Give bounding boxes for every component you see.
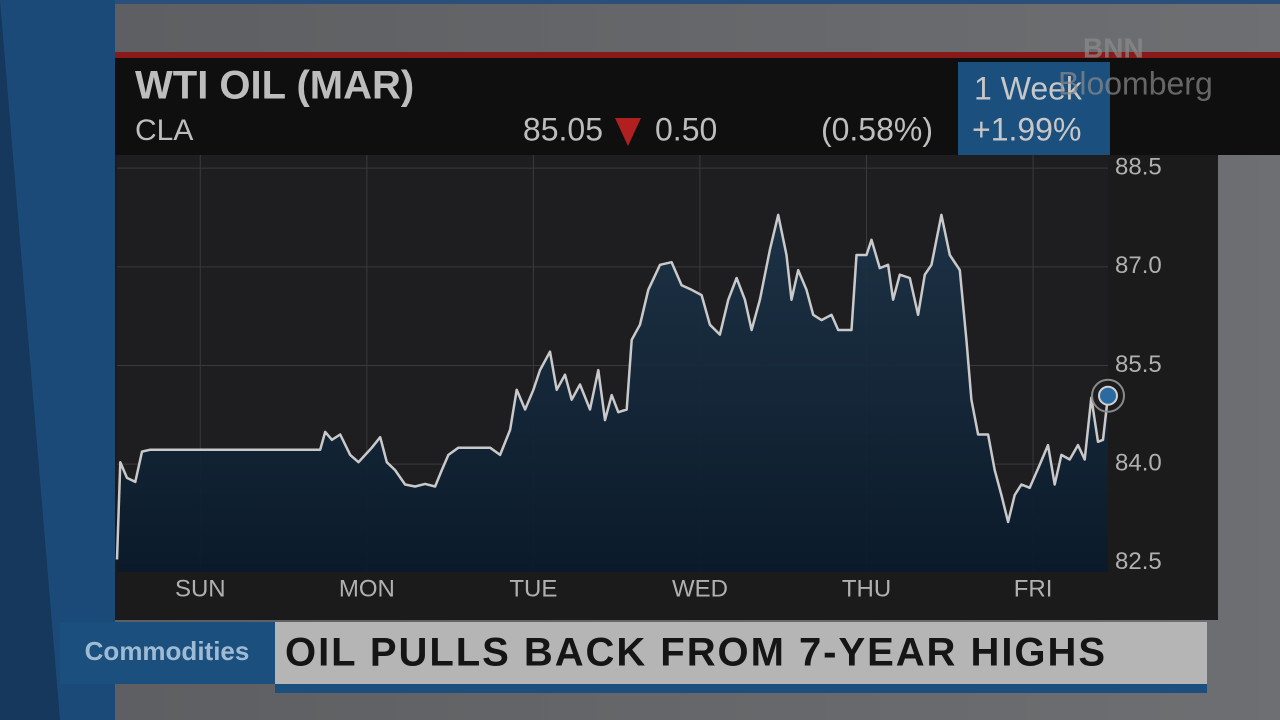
brand-line1: BNN	[1083, 32, 1144, 63]
section-label: Commodities	[85, 636, 250, 666]
last-price-ring	[1091, 378, 1125, 413]
section-box	[60, 622, 275, 684]
headline: OIL PULLS BACK FROM 7-YEAR HIGHS	[285, 631, 1105, 675]
x-tick-label: WED	[672, 575, 728, 602]
brand-line2: Bloomberg	[1058, 65, 1213, 101]
price-line	[115, 213, 1110, 560]
y-tick-label: 85.5	[1115, 351, 1162, 378]
y-tick-label: 87.0	[1115, 252, 1162, 279]
x-tick-label: MON	[339, 575, 395, 602]
change-pct: (0.58%)	[821, 111, 933, 147]
plot: 82.5 84.0 85.5 87.0 88.5 SUN MON TUE WED THU FRI	[115, 153, 1162, 602]
red-bar	[115, 52, 1280, 58]
top-edge	[0, 0, 1280, 4]
x-tick-label: FRI	[1014, 575, 1053, 602]
headline-underline	[275, 684, 1207, 693]
period-box	[958, 62, 1110, 155]
y-tick-label: 84.0	[1115, 449, 1162, 476]
y-tick-label: 88.5	[1115, 153, 1162, 180]
x-tick-label: TUE	[509, 575, 557, 602]
down-arrow	[615, 118, 641, 146]
x-tick-label: THU	[842, 575, 891, 602]
change: 0.50	[655, 111, 717, 147]
last-price-dot	[1098, 385, 1118, 406]
period-change: +1.99%	[972, 111, 1081, 147]
headline-box	[275, 622, 1207, 684]
y-tick-label: 82.5	[1115, 548, 1162, 575]
ticker: CLA	[135, 114, 193, 147]
area	[117, 214, 1108, 572]
period: 1 Week	[974, 70, 1083, 106]
x-tick-label: SUN	[175, 575, 226, 602]
instrument-title: WTI OIL (MAR)	[135, 64, 414, 108]
left-strip-accent	[0, 0, 115, 720]
price: 85.05	[523, 111, 603, 147]
